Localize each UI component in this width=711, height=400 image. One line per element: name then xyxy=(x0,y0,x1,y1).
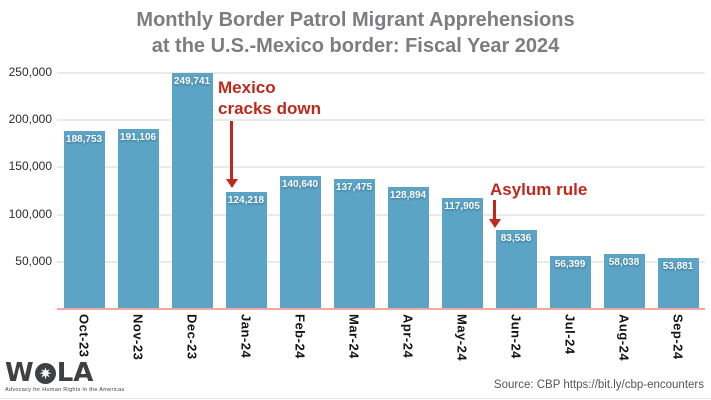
x-tick-label: Jul-24 xyxy=(562,314,578,355)
bar-slot: 53,881 xyxy=(651,73,705,309)
bar-value-label: 188,753 xyxy=(65,133,103,145)
x-tick-slot: Jun-24 xyxy=(489,314,543,361)
bar-value-label: 58,038 xyxy=(608,257,640,269)
bar-jul-24: 56,399 xyxy=(549,255,591,309)
x-tick-label: Jan-24 xyxy=(238,314,254,359)
gridline xyxy=(57,260,705,263)
x-tick-label: Sep-24 xyxy=(670,314,686,360)
bar-dec-23: 249,741 xyxy=(171,73,213,309)
down-arrow-icon xyxy=(230,121,233,179)
x-tick-slot: Nov-23 xyxy=(111,314,165,361)
y-tick-label: 50,000 xyxy=(15,253,52,268)
y-tick-label: 150,000 xyxy=(8,159,52,174)
bar-series: 188,753 191,106 249,741 124,218 140,640 137,4… xyxy=(57,73,705,309)
x-tick-label: Jun-24 xyxy=(508,314,524,359)
bar-value-label: 124,218 xyxy=(227,194,265,206)
bar-may-24: 117,905 xyxy=(441,197,483,309)
bar-aug-24: 58,038 xyxy=(603,254,645,309)
x-tick-label: Oct-23 xyxy=(76,314,92,358)
bar-slot: 140,640 xyxy=(273,73,327,309)
chart-title-line1: Monthly Border Patrol Migrant Apprehensi… xyxy=(136,9,575,31)
bottom-divider xyxy=(0,398,711,399)
bar-sep-24: 53,881 xyxy=(657,258,699,309)
annotation-mexico-cracks-down: Mexico cracks down xyxy=(218,77,321,119)
chart-title-line2: at the U.S.-Mexico border: Fiscal Year 2… xyxy=(151,35,560,57)
plot-area: 188,753 191,106 249,741 124,218 140,640 137,4… xyxy=(57,72,705,309)
x-tick-label: May-24 xyxy=(454,314,470,362)
x-tick-slot: Dec-23 xyxy=(165,314,219,361)
bar-nov-23: 191,106 xyxy=(117,128,159,309)
annotation-asylum-rule: Asylum rule xyxy=(490,179,587,200)
bar-oct-23: 188,753 xyxy=(63,130,105,309)
bar-value-label: 191,106 xyxy=(119,131,157,143)
bar-value-label: 249,741 xyxy=(173,76,211,88)
bar-slot: 83,536 xyxy=(489,73,543,309)
bar-slot: 117,905 xyxy=(435,73,489,309)
annotation-mexico-line1: Mexico xyxy=(218,78,276,97)
bar-value-label: 140,640 xyxy=(281,179,319,191)
bar-slot: 188,753 xyxy=(57,73,111,309)
x-tick-label: Aug-24 xyxy=(616,314,632,362)
bar-slot: 249,741 xyxy=(165,73,219,309)
x-tick-slot: Sep-24 xyxy=(651,314,705,361)
x-tick-label: Nov-23 xyxy=(130,314,146,361)
bar-slot: 56,399 xyxy=(543,73,597,309)
gridline xyxy=(57,119,705,122)
x-tick-slot: Jan-24 xyxy=(219,314,273,361)
x-tick-label: Apr-24 xyxy=(400,314,416,359)
bar-apr-24: 128,894 xyxy=(387,187,429,309)
x-tick-slot: May-24 xyxy=(435,314,489,361)
bar-slot: 124,218 xyxy=(219,73,273,309)
gridline xyxy=(57,72,705,74)
down-arrow-icon xyxy=(493,200,496,219)
bar-value-label: 117,905 xyxy=(444,200,480,212)
dove-icon xyxy=(34,363,56,384)
wola-logo-la: LA xyxy=(56,358,94,388)
wola-tagline: Advocacy for Human Rights in the America… xyxy=(5,387,125,393)
bar-jun-24: 83,536 xyxy=(495,230,537,309)
x-tick-slot: Mar-24 xyxy=(327,314,381,361)
x-tick-slot: Oct-23 xyxy=(57,314,111,361)
x-tick-slot: Aug-24 xyxy=(597,314,651,361)
chart-title: Monthly Border Patrol Migrant Apprehensi… xyxy=(0,7,711,59)
x-axis-line xyxy=(57,308,705,310)
gridline xyxy=(57,213,705,216)
bar-slot: 137,475 xyxy=(327,73,381,309)
x-tick-slot: Feb-24 xyxy=(273,314,327,361)
x-tick-label: Dec-23 xyxy=(184,314,200,360)
annotation-mexico-line2: cracks down xyxy=(218,99,321,118)
bar-value-label: 83,536 xyxy=(500,233,532,245)
bar-slot: 191,106 xyxy=(111,73,165,309)
bar-slot: 58,038 xyxy=(597,73,651,309)
bar-value-label: 53,881 xyxy=(662,261,694,273)
source-attribution: Source: CBP https://bit.ly/cbp-encounter… xyxy=(493,379,704,391)
x-tick-slot: Jul-24 xyxy=(543,314,597,361)
y-tick-label: 250,000 xyxy=(8,65,52,79)
bar-slot: 128,894 xyxy=(381,73,435,309)
bar-feb-24: 140,640 xyxy=(279,176,321,309)
wola-logo-wordmark: W LA xyxy=(5,358,125,388)
annotation-asylum-line1: Asylum rule xyxy=(490,180,588,199)
bar-jan-24: 124,218 xyxy=(225,191,267,309)
y-tick-label: 100,000 xyxy=(8,206,52,221)
x-tick-label: Feb-24 xyxy=(292,314,308,359)
bar-value-label: 128,894 xyxy=(389,190,427,202)
x-tick-slot: Apr-24 xyxy=(381,314,435,361)
x-tick-label: Mar-24 xyxy=(346,314,362,359)
bar-mar-24: 137,475 xyxy=(333,179,375,309)
wola-logo-w: W xyxy=(5,358,34,388)
y-tick-label: 200,000 xyxy=(8,112,52,127)
bar-value-label: 137,475 xyxy=(335,182,373,194)
gridline xyxy=(57,166,705,169)
wola-logo: W LA Advocacy for Human Rights in the Am… xyxy=(5,358,125,393)
bar-value-label: 56,399 xyxy=(554,258,586,270)
x-axis: Oct-23 Nov-23 Dec-23 Jan-24 Feb-24 Mar-24 Apr-… xyxy=(57,314,705,361)
